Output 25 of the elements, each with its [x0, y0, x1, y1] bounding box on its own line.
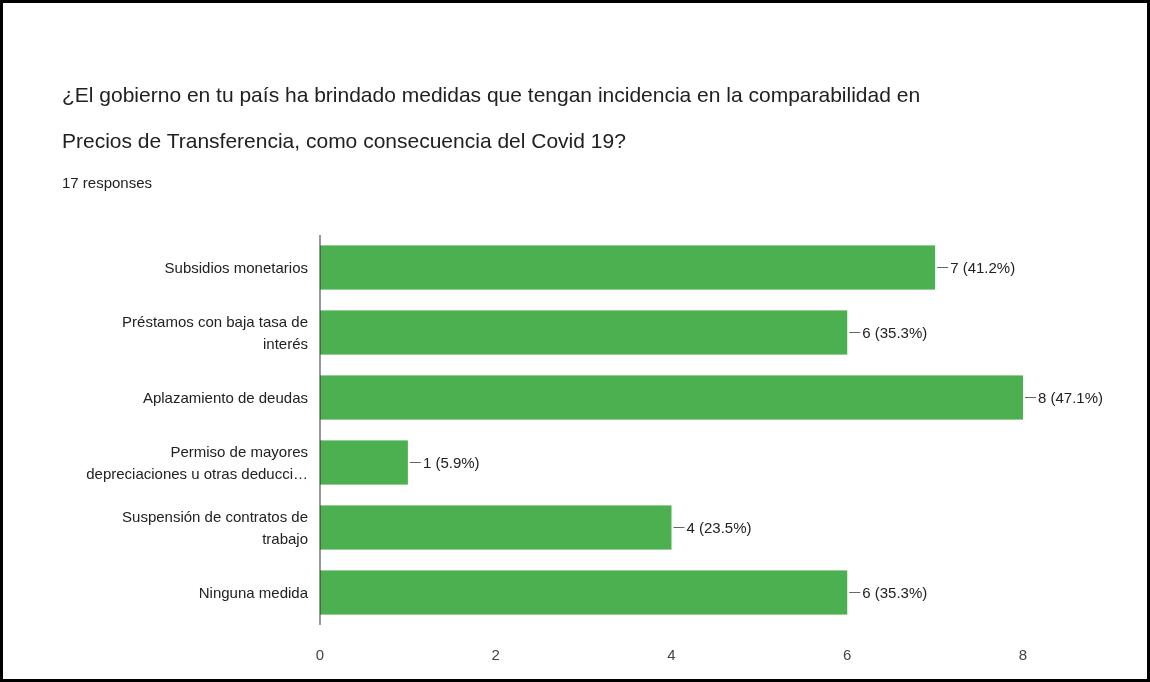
y-tick-label: Permiso de mayores depreciaciones u otras deducci… [86, 442, 308, 482]
data-label: 6 (35.3%) [862, 583, 928, 601]
data-label: 8 (47.1%) [1038, 388, 1104, 406]
chart-title: ¿El gobierno en tu país ha brindado medidas que tengan incidencia en la comparabilidad en Precios de Transferencia, como consecuencia del Covid 19? [62, 83, 921, 152]
bar [320, 505, 672, 550]
data-label: 4 (23.5%) [686, 518, 752, 536]
bar [320, 310, 848, 355]
y-tick-label: Subsidios monetarios [164, 258, 308, 276]
y-tick-label: Ninguna medida [198, 583, 309, 601]
data-label: 1 (5.9%) [422, 453, 480, 471]
data-label: 6 (35.3%) [862, 323, 928, 341]
bar [320, 245, 936, 290]
y-tick-label: Suspensión de contratos de trabajo [122, 507, 308, 547]
y-tick-label: Préstamos con baja tasa de interés [122, 312, 308, 352]
bar [320, 440, 408, 485]
x-tick-label: 0 [315, 646, 325, 663]
data-label: 7 (41.2%) [950, 258, 1016, 276]
bar [320, 570, 848, 615]
x-tick-label: 6 [843, 646, 852, 663]
x-tick-label: 8 [1018, 646, 1028, 663]
x-tick-label: 2 [491, 646, 500, 663]
text: 17 responses [62, 174, 153, 191]
y-tick-label: Aplazamiento de deudas [142, 388, 308, 406]
x-tick-label: 4 [667, 646, 676, 663]
bar [320, 375, 1023, 420]
